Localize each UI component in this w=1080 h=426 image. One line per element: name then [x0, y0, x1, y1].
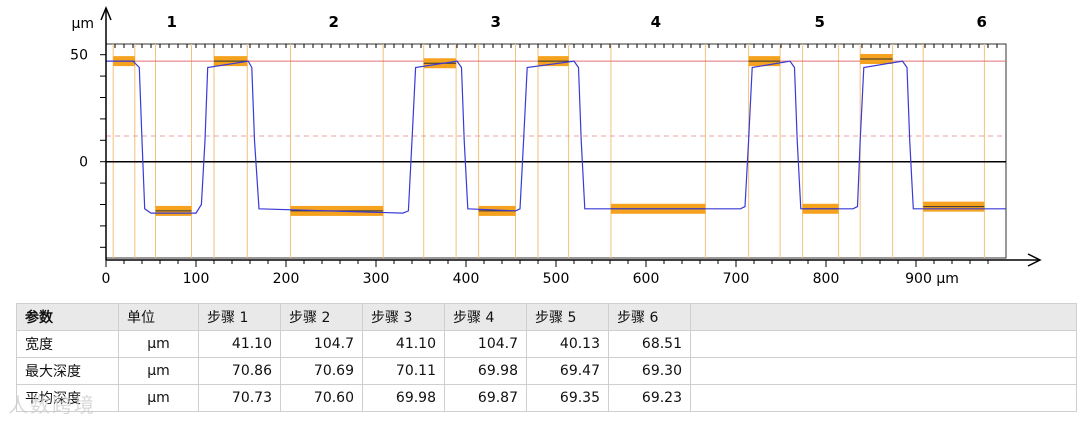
row-unit: μm	[118, 384, 199, 412]
row-label: 最大深度	[16, 357, 119, 385]
guide-lines	[112, 44, 985, 258]
step-label: 5	[814, 13, 824, 31]
cell-value: 70.11	[362, 357, 445, 385]
x-tick-label: 700	[723, 271, 750, 287]
header-unit: 单位	[118, 303, 199, 331]
reference-lines	[106, 60, 1006, 163]
y-tick-label: 0	[79, 155, 88, 171]
step-label: 2	[328, 13, 338, 31]
measurement-boxes	[113, 53, 985, 216]
header-filler	[690, 303, 1077, 331]
cell-value: 69.23	[608, 384, 691, 412]
plot-area	[105, 43, 1007, 259]
cell-value: 41.10	[198, 330, 281, 358]
header-param: 参数	[16, 303, 119, 331]
step-label: 4	[651, 13, 661, 31]
x-tick-label: 400	[453, 271, 480, 287]
step-label: 3	[490, 13, 500, 31]
cell-value: 41.10	[362, 330, 445, 358]
y-tick-label: 50	[70, 48, 88, 64]
row-label: 平均深度	[16, 384, 119, 412]
y-axis-arrow	[100, 6, 112, 21]
cell-value: 69.47	[526, 357, 609, 385]
x-tick-label: 800	[813, 271, 840, 287]
x-tick-label: 900 μm	[905, 271, 959, 287]
header-step-1: 步骤 1	[198, 303, 281, 331]
cell-value: 68.51	[608, 330, 691, 358]
row-unit: μm	[118, 357, 199, 385]
watermark-text: 人数跨境	[8, 393, 96, 417]
cell-value: 104.7	[280, 330, 363, 358]
table-row: 平均深度 μm 70.73 70.60 69.98 69.87 69.35 69…	[16, 384, 1077, 412]
row-filler	[690, 384, 1077, 412]
cell-value: 70.73	[198, 384, 281, 412]
cell-value: 70.86	[198, 357, 281, 385]
header-step-6: 步骤 6	[608, 303, 691, 331]
plot-frame	[105, 43, 1007, 259]
cell-value: 70.60	[280, 384, 363, 412]
x-tick-label: 300	[363, 271, 390, 287]
header-step-5: 步骤 5	[526, 303, 609, 331]
cell-value: 69.98	[362, 384, 445, 412]
profile-line	[106, 60, 1006, 214]
cell-value: 69.87	[444, 384, 527, 412]
row-label: 宽度	[16, 330, 119, 358]
step-label: 1	[166, 13, 176, 31]
step-label: 6	[976, 13, 986, 31]
profile-series	[106, 60, 1006, 214]
cell-value: 69.35	[526, 384, 609, 412]
table-row: 最大深度 μm 70.86 70.69 70.11 69.98 69.47 69…	[16, 357, 1077, 385]
header-step-3: 步骤 3	[362, 303, 445, 331]
header-step-4: 步骤 4	[444, 303, 527, 331]
x-axis-arrow	[1027, 253, 1042, 267]
y-unit-label: μm	[71, 16, 94, 32]
table-header-row: 参数 单位 步骤 1 步骤 2 步骤 3 步骤 4 步骤 5 步骤 6	[16, 303, 1077, 331]
x-tick-label: 0	[102, 271, 111, 287]
row-unit: μm	[118, 330, 199, 358]
x-tick-label: 100	[183, 271, 210, 287]
x-tick-label: 500	[543, 271, 570, 287]
x-tick-label: 600	[633, 271, 660, 287]
axes: μm	[71, 6, 1042, 267]
header-step-2: 步骤 2	[280, 303, 363, 331]
row-filler	[690, 330, 1077, 358]
x-tick-label: 200	[273, 271, 300, 287]
watermark: 人数跨境	[8, 389, 96, 418]
results-table: 参数 单位 步骤 1 步骤 2 步骤 3 步骤 4 步骤 5 步骤 6 宽度 μ…	[16, 303, 1077, 412]
cell-value: 70.69	[280, 357, 363, 385]
row-filler	[690, 357, 1077, 385]
table-row: 宽度 μm 41.10 104.7 41.10 104.7 40.13 68.5…	[16, 330, 1077, 358]
cell-value: 40.13	[526, 330, 609, 358]
step-labels: 1 2 3 4 5 6	[166, 13, 986, 31]
cell-value: 69.98	[444, 357, 527, 385]
cell-value: 104.7	[444, 330, 527, 358]
cell-value: 69.30	[608, 357, 691, 385]
